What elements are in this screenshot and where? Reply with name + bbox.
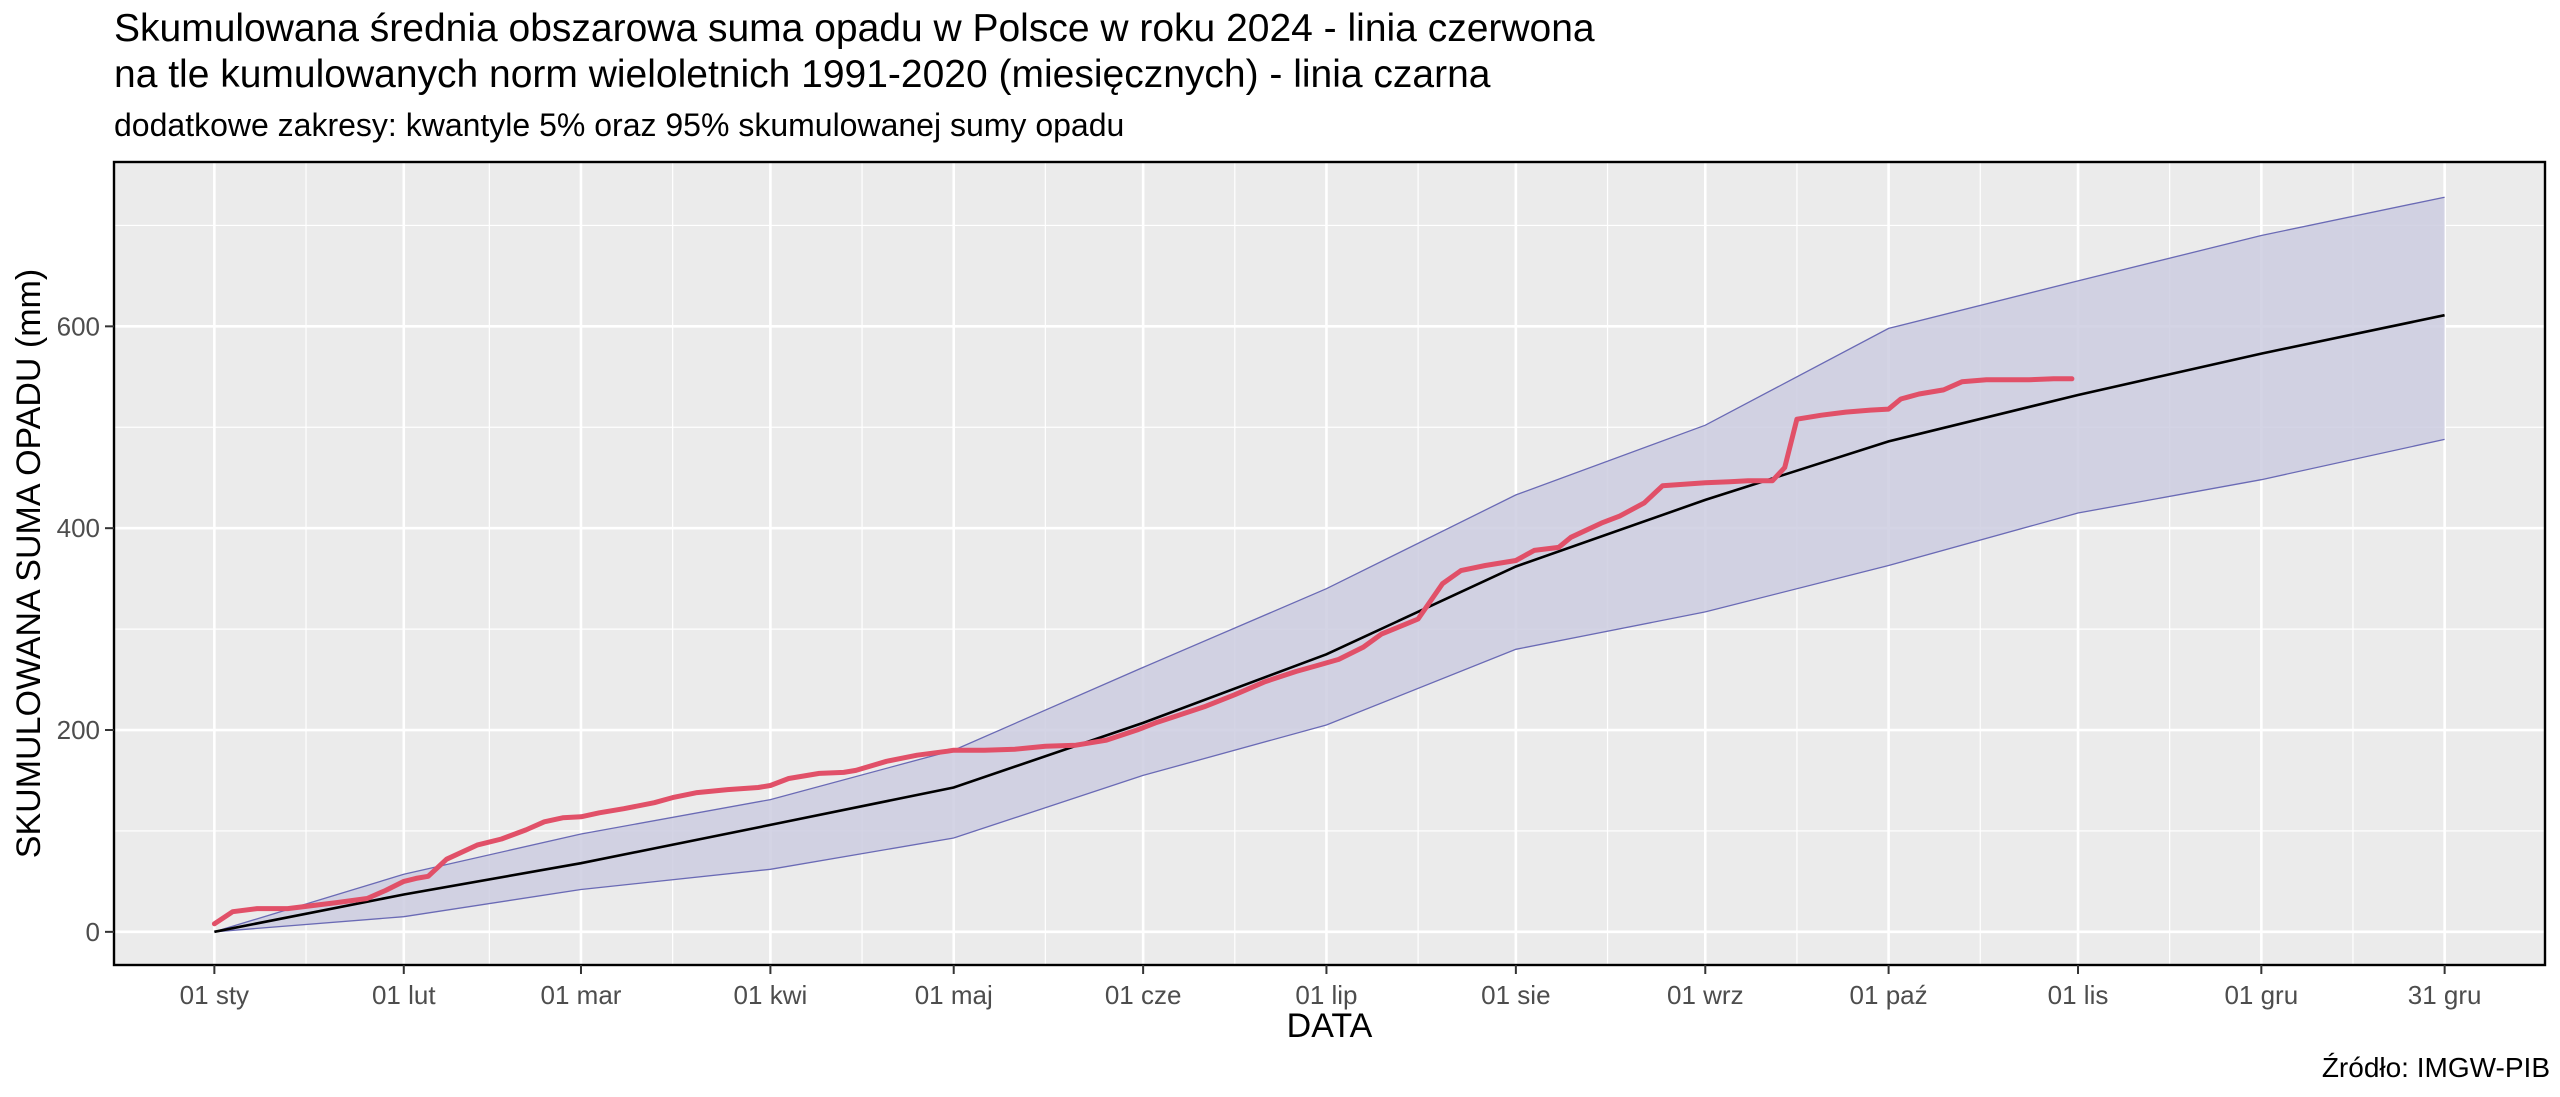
chart-title: Skumulowana średnia obszarowa suma opadu… bbox=[114, 7, 1595, 50]
x-tick-label: 01 paź bbox=[1850, 980, 1928, 1010]
y-tick-label: 0 bbox=[86, 917, 100, 947]
x-tick-label: 01 kwi bbox=[734, 980, 808, 1010]
quantile-95-line bbox=[214, 196, 2445, 933]
x-tick-label: 01 gru bbox=[2224, 980, 2298, 1010]
chart-subtitle: dodatkowe zakresy: kwantyle 5% oraz 95% … bbox=[114, 107, 1125, 143]
x-axis-title: DATA bbox=[1287, 1007, 1373, 1045]
y-tick-label: 200 bbox=[57, 715, 100, 745]
x-tick-label: 01 cze bbox=[1105, 980, 1182, 1010]
quantile-band-area bbox=[214, 197, 2445, 932]
x-tick-label: 01 lut bbox=[372, 980, 436, 1010]
x-tick-label: 01 sie bbox=[1481, 980, 1550, 1010]
x-tick-label: 01 maj bbox=[915, 980, 993, 1010]
panel-border bbox=[112, 160, 2547, 967]
source-caption: Źródło: IMGW-PIB bbox=[2321, 1052, 2550, 1083]
y-tick-label: 600 bbox=[57, 311, 100, 341]
x-tick-label: 01 lis bbox=[2048, 980, 2109, 1010]
x-tick-label: 01 wrz bbox=[1667, 980, 1744, 1010]
y-tick-label: 400 bbox=[57, 513, 100, 543]
norm-line bbox=[214, 313, 2445, 934]
x-tick-label: 01 mar bbox=[541, 980, 622, 1010]
x-tick-label: 01 lip bbox=[1295, 980, 1357, 1010]
actual-precipitation-line bbox=[211, 376, 2075, 927]
quantile-5-line bbox=[214, 438, 2445, 933]
y-axis-title: SKUMULOWANA SUMA OPADU (mm) bbox=[10, 269, 48, 858]
x-tick-label: 01 sty bbox=[180, 980, 249, 1010]
x-tick-label: 31 gru bbox=[2408, 980, 2482, 1010]
chart-title-line-2: na tle kumulowanych norm wieloletnich 19… bbox=[114, 53, 1491, 96]
